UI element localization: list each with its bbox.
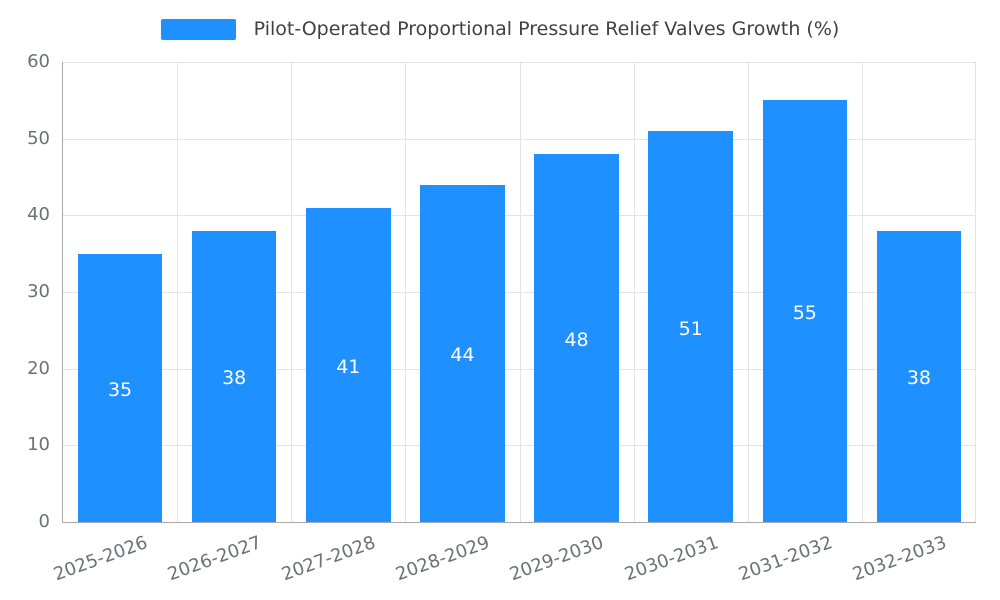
x-tick-label: 2027-2028 — [279, 532, 379, 586]
gridline-vertical — [975, 62, 976, 522]
y-tick-label: 10 — [27, 434, 50, 456]
bar-2028-2029: 44 — [420, 184, 505, 522]
x-tick-label: 2031-2032 — [735, 532, 835, 586]
x-tick-label: 2026-2027 — [164, 532, 265, 586]
legend-label: Pilot-Operated Proportional Pressure Rel… — [253, 18, 840, 40]
bar-value-label: 55 — [792, 302, 817, 325]
legend: Pilot-Operated Proportional Pressure Rel… — [0, 18, 1000, 40]
legend-swatch — [160, 18, 236, 40]
bar-value-label: 44 — [450, 344, 475, 367]
gridline-vertical — [747, 62, 749, 522]
y-tick-label: 0 — [38, 511, 50, 532]
x-tick-label: 2028-2029 — [393, 532, 493, 586]
gridline-vertical — [405, 62, 407, 522]
bar-value-label: 35 — [107, 378, 133, 401]
bar-value-label: 38 — [906, 367, 932, 390]
bar-value-label: 38 — [222, 367, 247, 390]
bar-2027-2028: 41 — [306, 207, 391, 522]
gridline-vertical — [633, 62, 635, 522]
gridline-vertical — [519, 62, 521, 522]
bar-2031-2032: 55 — [762, 100, 848, 522]
bar-value-label: 41 — [336, 355, 361, 378]
x-tick-label: 2030-2031 — [621, 532, 721, 586]
gridline-vertical — [861, 62, 863, 522]
bar-value-label: 48 — [564, 329, 589, 351]
bar-2030-2031: 51 — [648, 131, 733, 522]
bar-value-label: 51 — [678, 317, 703, 340]
x-tick-label: 2025-2026 — [50, 532, 151, 586]
y-tick-label: 60 — [27, 51, 50, 72]
bar-2026-2027: 38 — [191, 230, 277, 522]
x-tick-label: 2032-2033 — [849, 532, 950, 586]
gridline-vertical — [177, 62, 179, 522]
x-tick-label: 2029-2030 — [507, 532, 607, 586]
bar-chart-plot-area: 35 38 41 44 48 51 55 38 — [62, 62, 976, 523]
y-tick-label: 50 — [27, 127, 50, 149]
y-tick-label: 30 — [27, 281, 50, 302]
y-tick-label: 20 — [27, 357, 50, 379]
bar-2025-2026: 35 — [77, 253, 163, 522]
bar-2029-2030: 48 — [534, 154, 619, 522]
y-tick-label: 40 — [27, 204, 50, 226]
bar-2032-2033: 38 — [876, 230, 962, 522]
gridline-vertical — [291, 62, 293, 522]
